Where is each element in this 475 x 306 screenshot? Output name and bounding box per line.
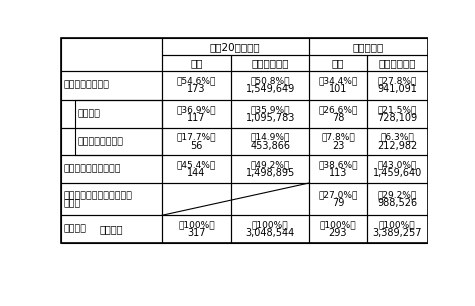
Text: 3,389,257: 3,389,257 [372,229,422,238]
Text: 件数: 件数 [190,58,203,68]
Bar [367,128,428,155]
Text: 見直し計画: 見直し計画 [352,42,384,52]
Bar [309,100,367,128]
Bar [162,100,231,128]
Text: （36.9%）: （36.9%） [177,105,216,114]
Bar [61,183,162,215]
Text: 23: 23 [332,141,344,151]
Bar [367,155,428,183]
Bar [61,155,162,183]
Text: 合　　計: 合 計 [100,224,123,234]
Bar [162,55,231,71]
Text: 113: 113 [329,168,347,178]
Text: 988,526: 988,526 [377,198,418,208]
Text: 件数: 件数 [332,58,344,68]
Bar [162,155,231,183]
Bar [61,128,162,155]
Text: （6.3%）: （6.3%） [380,133,414,142]
Text: 企画競争、公募等: 企画競争、公募等 [78,137,124,146]
Bar [231,71,309,100]
Bar [61,215,162,243]
Text: （27.8%）: （27.8%） [378,76,417,85]
Text: （100%）: （100%） [178,221,215,230]
Bar [367,100,428,128]
Text: 728,109: 728,109 [377,113,418,123]
Text: （34.4%）: （34.4%） [318,76,358,85]
Text: 合　　計: 合 計 [64,225,87,234]
Bar [61,38,162,71]
Text: 453,866: 453,866 [250,141,290,151]
Text: 101: 101 [329,84,347,95]
Text: （注）: （注） [64,199,81,208]
Bar [309,128,367,155]
Text: （27.0%）: （27.0%） [318,190,358,200]
Text: （50.8%）: （50.8%） [250,76,290,85]
Text: 金額（千円）: 金額（千円） [251,58,289,68]
Text: 173: 173 [187,84,206,95]
Text: 144: 144 [187,168,206,178]
Text: （45.4%）: （45.4%） [177,160,216,170]
Text: 941,091: 941,091 [377,84,417,95]
Text: 競争性のない随意契約: 競争性のない随意契約 [64,165,122,174]
Text: 79: 79 [332,198,344,208]
Bar [231,128,309,155]
Text: 金額（千円）: 金額（千円） [379,58,416,68]
Text: （35.9%）: （35.9%） [250,105,290,114]
Bar [231,100,309,128]
Bar [75,100,162,155]
Text: 56: 56 [190,141,203,151]
Text: （26.6%）: （26.6%） [318,105,358,114]
Bar [231,215,309,243]
Text: （49.2%）: （49.2%） [250,160,290,170]
Bar [162,128,231,155]
Text: （100%）: （100%） [252,221,288,230]
Text: （38.6%）: （38.6%） [318,160,358,170]
Text: 212,982: 212,982 [377,141,418,151]
Text: （21.5%）: （21.5%） [378,105,417,114]
Text: （14.9%）: （14.9%） [250,133,290,142]
Bar [231,183,309,215]
Bar [162,183,231,215]
Bar [61,100,162,128]
Bar [309,183,367,215]
Text: 3,048,544: 3,048,544 [246,229,295,238]
Bar [309,155,367,183]
Text: 競争性のある契約: 競争性のある契約 [64,81,110,90]
Bar [309,215,367,243]
Text: 117: 117 [187,113,206,123]
Bar [231,55,309,71]
Bar [367,55,428,71]
Text: 平成20年度実績: 平成20年度実績 [210,42,261,52]
Bar [231,155,309,183]
Text: 1,095,783: 1,095,783 [246,113,295,123]
Bar [309,55,367,71]
Bar [367,183,428,215]
Text: 事務・事業を整理したもの: 事務・事業を整理したもの [64,191,133,200]
Text: （7.8%）: （7.8%） [321,133,355,142]
Text: 1,498,895: 1,498,895 [246,168,295,178]
Text: 1,549,649: 1,549,649 [246,84,295,95]
Text: （43.0%）: （43.0%） [378,160,417,170]
Text: （54.6%）: （54.6%） [177,76,216,85]
Bar [162,71,231,100]
Bar [61,38,428,243]
Bar [367,215,428,243]
Text: （17.7%）: （17.7%） [177,133,216,142]
Text: 競争入札: 競争入札 [78,109,101,118]
Text: （100%）: （100%） [379,221,416,230]
Text: （29.2%）: （29.2%） [378,190,417,200]
Text: 293: 293 [329,229,347,238]
Bar [162,38,309,55]
Bar [61,71,162,100]
Text: 317: 317 [187,229,206,238]
Bar [309,38,428,55]
Bar [309,71,367,100]
Text: 1,459,640: 1,459,640 [373,168,422,178]
Bar [367,71,428,100]
Text: （100%）: （100%） [320,221,356,230]
Text: 78: 78 [332,113,344,123]
Bar [162,215,231,243]
